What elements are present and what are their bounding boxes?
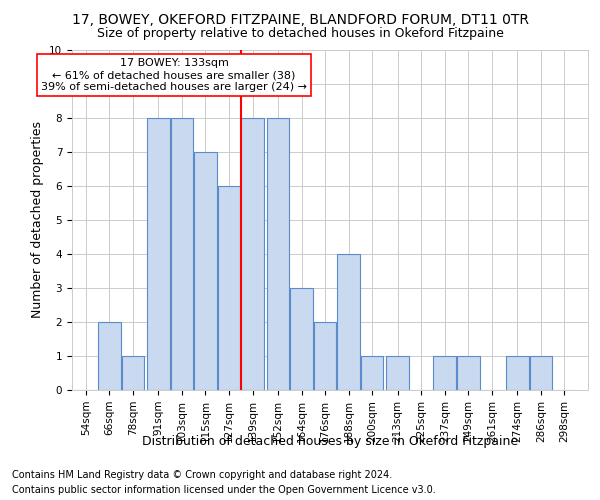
- Text: Size of property relative to detached houses in Okeford Fitzpaine: Size of property relative to detached ho…: [97, 28, 503, 40]
- Text: 17 BOWEY: 133sqm
← 61% of detached houses are smaller (38)
39% of semi-detached : 17 BOWEY: 133sqm ← 61% of detached house…: [41, 58, 307, 92]
- Bar: [361, 356, 383, 390]
- Bar: [267, 118, 289, 390]
- Y-axis label: Number of detached properties: Number of detached properties: [31, 122, 44, 318]
- Bar: [457, 356, 479, 390]
- Text: Contains HM Land Registry data © Crown copyright and database right 2024.: Contains HM Land Registry data © Crown c…: [12, 470, 392, 480]
- Bar: [337, 254, 360, 390]
- Text: Distribution of detached houses by size in Okeford Fitzpaine: Distribution of detached houses by size …: [142, 435, 518, 448]
- Bar: [170, 118, 193, 390]
- Bar: [147, 118, 170, 390]
- Bar: [290, 288, 313, 390]
- Bar: [314, 322, 337, 390]
- Bar: [386, 356, 409, 390]
- Bar: [433, 356, 456, 390]
- Text: 17, BOWEY, OKEFORD FITZPAINE, BLANDFORD FORUM, DT11 0TR: 17, BOWEY, OKEFORD FITZPAINE, BLANDFORD …: [71, 12, 529, 26]
- Text: Contains public sector information licensed under the Open Government Licence v3: Contains public sector information licen…: [12, 485, 436, 495]
- Bar: [218, 186, 240, 390]
- Bar: [506, 356, 529, 390]
- Bar: [241, 118, 264, 390]
- Bar: [98, 322, 121, 390]
- Bar: [530, 356, 552, 390]
- Bar: [122, 356, 144, 390]
- Bar: [194, 152, 217, 390]
